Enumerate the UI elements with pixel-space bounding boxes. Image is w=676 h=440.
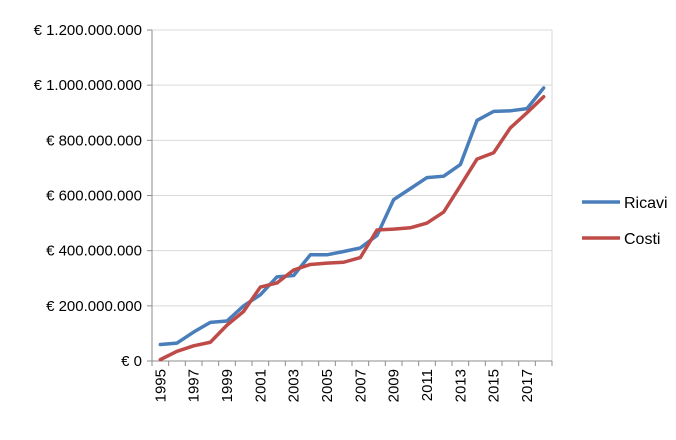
- x-tick-label: 2017: [519, 369, 536, 402]
- x-tick-label: 2013: [452, 369, 469, 402]
- legend-label-ricavi: Ricavi: [624, 195, 668, 212]
- x-tick-label: 2007: [352, 369, 369, 402]
- x-tick-label: 1999: [219, 369, 236, 402]
- axes: [147, 29, 553, 366]
- x-tick-label: 1997: [186, 369, 203, 402]
- y-tick-label: € 600.000.000: [46, 188, 142, 205]
- legend-label-costi: Costi: [624, 231, 660, 248]
- y-tick-label: € 1.000.000.000: [34, 77, 142, 94]
- y-tick-label: € 800.000.000: [46, 132, 142, 149]
- series-lines: [158, 86, 546, 362]
- grid-lines: [152, 29, 553, 361]
- x-tick-label: 2003: [286, 369, 303, 402]
- x-tick-label: 2005: [319, 369, 336, 402]
- series-line-ricavi: [158, 86, 546, 347]
- series-line-costi: [158, 95, 546, 362]
- x-tick-label: 2015: [486, 369, 503, 402]
- y-tick-label: € 1.200.000.000: [34, 22, 142, 39]
- y-axis-tick-labels: € 0 € 200.000.000 € 400.000.000 € 600.000.0…: [34, 22, 142, 370]
- x-axis-tick-labels: 1995 1997 1999 2001 2003 2005 2007 2009 2011 2013…: [152, 369, 536, 402]
- y-tick-label: € 400.000.000: [46, 243, 142, 260]
- legend: Ricavi Costi: [582, 195, 668, 248]
- y-tick-label: € 0: [121, 353, 142, 370]
- y-tick-label: € 200.000.000: [46, 298, 142, 315]
- x-tick-label: 2011: [419, 369, 436, 401]
- x-tick-label: 2009: [386, 369, 403, 402]
- x-tick-label: 2001: [252, 369, 269, 402]
- x-tick-label: 1995: [152, 369, 169, 402]
